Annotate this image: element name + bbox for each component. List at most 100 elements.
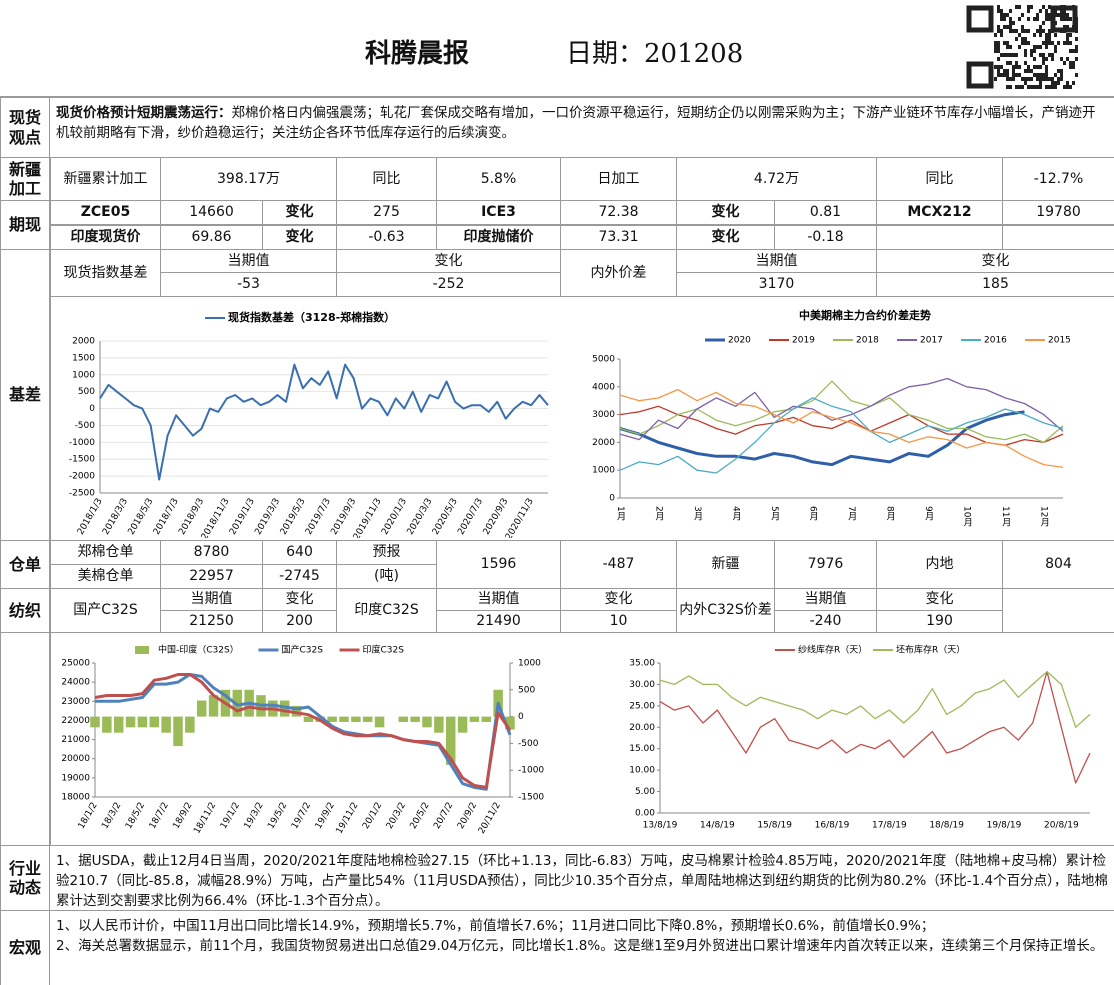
- y-tick-label: 5000: [592, 355, 615, 365]
- y-tick-label: 4000: [592, 382, 615, 392]
- qr-dot: [1003, 69, 1006, 73]
- chart: 0.00 5.00 10.00 15.00 20.00 25.00 30.00 35.00 13…: [629, 644, 1091, 831]
- qr-dot: [1024, 49, 1027, 53]
- x-tick-label: 18/11/2: [192, 801, 218, 836]
- x-tick-label: 2020/9/3: [482, 497, 511, 537]
- qr-dot: [1009, 29, 1012, 33]
- y2-tick-label: -1000: [518, 766, 544, 776]
- qr-dot: [1018, 5, 1021, 9]
- x-tick-label: 7月: [846, 506, 857, 522]
- table-cell: 内外C32S价差: [676, 588, 775, 633]
- x-tick-label: 2019/5/3: [279, 497, 308, 537]
- bar: [398, 716, 409, 722]
- spot-lead: 现货价格预计短期震荡运行：: [56, 105, 232, 121]
- y-tick-label: 0: [609, 494, 615, 504]
- x-tick-label: 19/8/19: [987, 821, 1022, 831]
- qr-dot: [1060, 73, 1063, 77]
- qr-dot: [1006, 53, 1009, 57]
- qr-dot: [1015, 73, 1018, 77]
- chart: -2500 -2000 -1500 -1000 -500 0 500 1000 1500 2000…: [69, 310, 549, 538]
- y-tick-label: -2000: [69, 472, 95, 482]
- x-tick-label: 2019/3/3: [253, 497, 282, 537]
- qr-dot: [1066, 57, 1069, 61]
- x-tick-label: 20/3/2: [385, 801, 408, 831]
- series-line: [99, 363, 549, 481]
- table-cell: 国产C32S: [50, 588, 161, 633]
- x-tick-label: 20/9/2: [456, 801, 479, 831]
- bar: [102, 716, 112, 733]
- bar: [351, 716, 361, 722]
- qr-dot: [1033, 33, 1036, 37]
- qr-dot: [1036, 45, 1039, 49]
- qr-dot: [1066, 33, 1069, 37]
- y2-tick-label: 500: [518, 685, 535, 695]
- x-tick-label: 20/5/2: [409, 801, 432, 831]
- qr-dot: [1027, 9, 1030, 13]
- y-tick-label: 25000: [61, 659, 90, 669]
- series-line: [659, 670, 1091, 728]
- table-cell: 185: [876, 272, 1114, 297]
- qr-dot: [1027, 17, 1030, 21]
- qr-dot: [1009, 21, 1012, 25]
- table-cell: 804: [1002, 540, 1114, 589]
- table-cell: 3170: [676, 272, 877, 297]
- section-label: 基差: [0, 249, 50, 541]
- y-tick-label: 5.00: [635, 787, 655, 797]
- y-tick-label: 18000: [61, 793, 90, 803]
- bar: [149, 716, 160, 728]
- table-cell: 变化: [876, 249, 1114, 273]
- y-tick-label: 35.00: [629, 659, 655, 669]
- qr-dot: [1075, 49, 1078, 53]
- bar: [339, 716, 349, 722]
- qr-dot: [1048, 13, 1051, 17]
- qr-dot: [1030, 49, 1033, 53]
- table-cell: -240: [774, 610, 877, 633]
- qr-dot: [1045, 17, 1048, 21]
- x-tick-label: 18/5/2: [124, 801, 147, 831]
- series-line: [619, 388, 1064, 469]
- qr-dot: [1000, 13, 1003, 17]
- qr-dot: [1021, 77, 1024, 81]
- qr-code: [966, 5, 1078, 89]
- macro-text: 1、以人民币计价，中国11月出口同比增长14.9%，预期增长5.7%，前值增长7…: [49, 910, 1114, 985]
- x-tick-label: 2018/9/3: [177, 497, 206, 537]
- qr-dot: [997, 65, 1000, 69]
- y-tick-label: -1500: [69, 455, 95, 465]
- section-label: 宏观: [0, 910, 50, 985]
- y-tick-label: 21000: [61, 735, 90, 745]
- qr-dot: [1000, 17, 1003, 21]
- qr-dot: [1069, 49, 1072, 53]
- qr-dot: [1015, 53, 1018, 57]
- qr-dot: [1036, 77, 1039, 81]
- qr-dot: [1033, 57, 1036, 61]
- qr-dot: [1045, 65, 1048, 69]
- legend-label: 2019: [792, 336, 815, 346]
- table-cell: 变化: [262, 225, 337, 250]
- table-cell: -2745: [262, 564, 337, 589]
- qr-dot: [1045, 37, 1048, 41]
- qr-dot: [1024, 29, 1027, 33]
- x-tick-label: 6月: [808, 506, 819, 522]
- table-cell: 同比: [336, 157, 437, 201]
- bar: [125, 716, 136, 728]
- qr-dot: [1018, 85, 1021, 89]
- bar: [90, 716, 100, 728]
- table-cell: -53: [160, 272, 337, 297]
- table-cell: 日加工: [560, 157, 677, 201]
- table-cell: 内地: [876, 540, 1003, 589]
- qr-dot: [1063, 41, 1066, 45]
- section-label: 新疆加工: [0, 157, 50, 201]
- qr-dot: [1033, 65, 1036, 69]
- table-cell: (吨): [336, 564, 437, 589]
- qr-dot: [1066, 81, 1069, 85]
- table-cell: 640: [262, 540, 337, 565]
- bar: [279, 700, 290, 717]
- qr-dot: [1003, 17, 1006, 21]
- bar: [161, 716, 171, 733]
- bar: [137, 716, 148, 728]
- qr-dot: [994, 41, 997, 45]
- x-tick-label: 20/7/2: [432, 801, 455, 831]
- qr-dot: [1048, 17, 1051, 21]
- x-tick-label: 1月: [615, 506, 626, 522]
- table-cell: 新疆累计加工: [50, 157, 161, 201]
